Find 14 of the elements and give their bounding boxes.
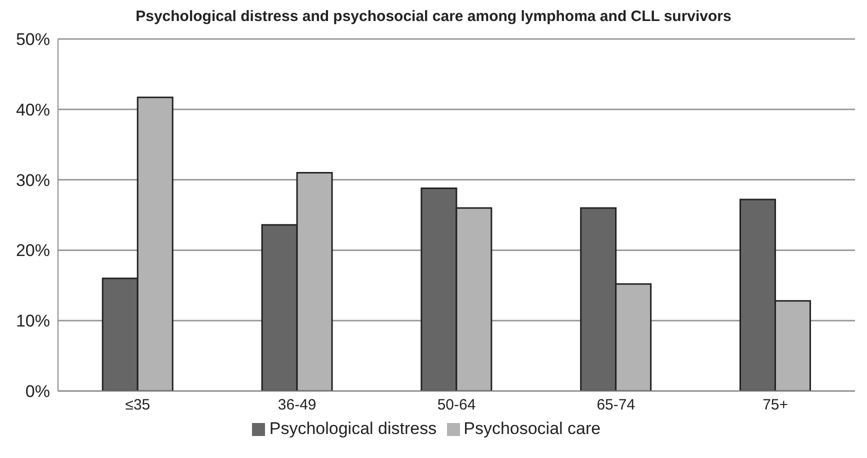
y-tick-label: 40%: [16, 100, 50, 120]
chart-title: Psychological distress and psychosocial care among lymphoma and CLL survivors: [134, 8, 732, 25]
legend-label: Psychosocial care: [464, 419, 601, 438]
y-tick-label: 30%: [16, 170, 50, 190]
x-tick-label: ≤35: [125, 396, 150, 414]
x-tick-label: 75+: [762, 396, 788, 414]
legend-label: Psychological distress: [269, 419, 437, 438]
y-tick-label: 20%: [16, 241, 50, 260]
y-tick-label: 50%: [16, 30, 50, 50]
y-tick-label: 0%: [25, 382, 50, 402]
x-tick-label: 65-74: [596, 396, 636, 414]
y-tick-label: 10%: [16, 312, 50, 331]
x-tick-label: 36-49: [278, 396, 316, 414]
x-tick-label: 50-64: [437, 396, 476, 414]
